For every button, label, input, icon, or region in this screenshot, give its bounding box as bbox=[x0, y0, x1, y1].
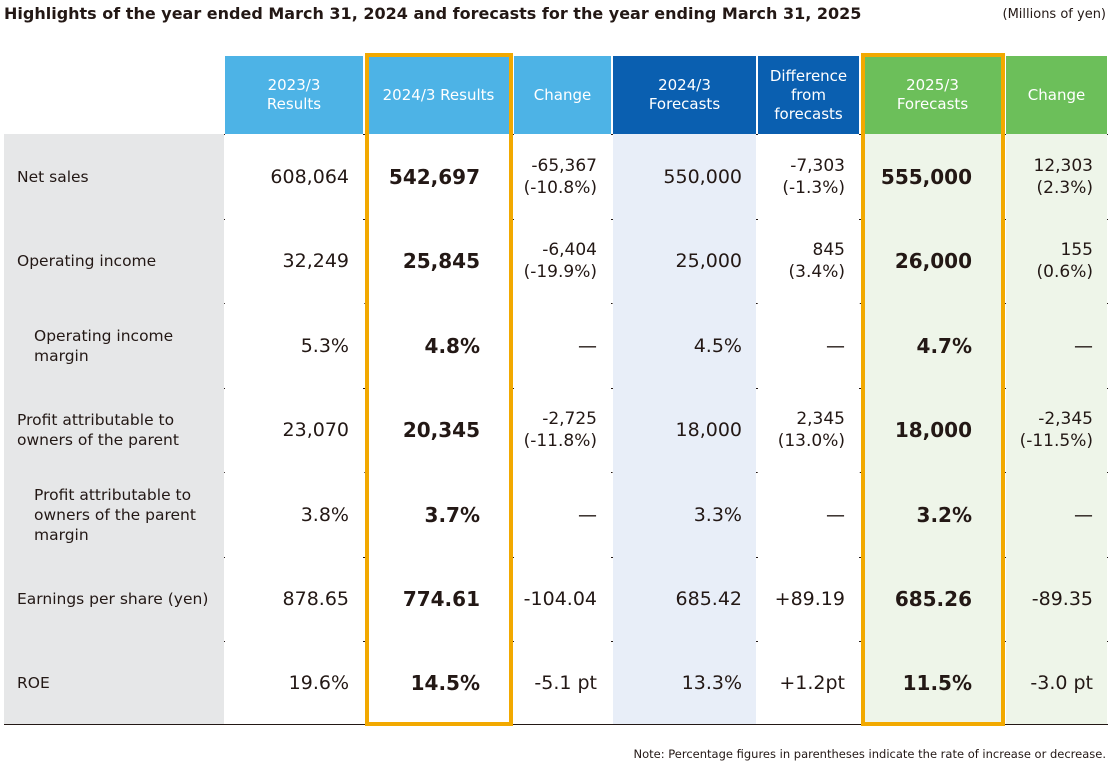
cell-profit-attributable-margin-2023-results: 3.8% bbox=[225, 472, 363, 557]
page-title: Highlights of the year ended March 31, 2… bbox=[4, 4, 862, 23]
cell-operating-income-2025-forecasts: 26,000 bbox=[861, 219, 1004, 303]
cell-profit-attributable-change-2025: -2,345 (-11.5%) bbox=[1006, 388, 1107, 472]
cell-operating-income-margin-2024-forecasts: 4.5% bbox=[613, 303, 756, 388]
column-header-2023-results: 2023/3 Results bbox=[225, 56, 363, 134]
cell-net-sales-difference-from-forecasts: -7,303 (-1.3%) bbox=[758, 134, 859, 219]
cell-operating-income-change-2024: -6,404 (-19.9%) bbox=[514, 219, 611, 303]
row-label-roe: ROE bbox=[4, 641, 224, 725]
cell-profit-attributable-margin-2024-results: 3.7% bbox=[365, 472, 512, 557]
row-label-operating-income: Operating income bbox=[4, 219, 224, 303]
cell-net-sales-2025-forecasts: 555,000 bbox=[861, 134, 1004, 219]
column-header-change-2025: Change bbox=[1006, 56, 1107, 134]
cell-profit-attributable-2024-forecasts: 18,000 bbox=[613, 388, 756, 472]
cell-operating-income-2023-results: 32,249 bbox=[225, 219, 363, 303]
cell-profit-attributable-margin-change-2025: — bbox=[1006, 472, 1107, 557]
row-label-profit-attributable: Profit attributable to owners of the par… bbox=[4, 388, 224, 472]
cell-operating-income-margin-change-2024: — bbox=[514, 303, 611, 388]
cell-net-sales-2023-results: 608,064 bbox=[225, 134, 363, 219]
cell-net-sales-change-2024: -65,367 (-10.8%) bbox=[514, 134, 611, 219]
cell-profit-attributable-margin-2025-forecasts: 3.2% bbox=[861, 472, 1004, 557]
cell-profit-attributable-change-2024: -2,725 (-11.8%) bbox=[514, 388, 611, 472]
cell-eps-2024-forecasts: 685.42 bbox=[613, 557, 756, 641]
row-label-eps: Earnings per share (yen) bbox=[4, 557, 224, 641]
cell-operating-income-margin-difference-from-forecasts: — bbox=[758, 303, 859, 388]
column-header-difference-from-forecasts: Difference from forecasts bbox=[758, 56, 859, 134]
cell-roe-2024-forecasts: 13.3% bbox=[613, 641, 756, 725]
cell-eps-difference-from-forecasts: +89.19 bbox=[758, 557, 859, 641]
cell-operating-income-margin-change-2025: — bbox=[1006, 303, 1107, 388]
cell-profit-attributable-difference-from-forecasts: 2,345 (13.0%) bbox=[758, 388, 859, 472]
cell-operating-income-margin-2025-forecasts: 4.7% bbox=[861, 303, 1004, 388]
cell-eps-change-2025: -89.35 bbox=[1006, 557, 1107, 641]
cell-operating-income-2024-forecasts: 25,000 bbox=[613, 219, 756, 303]
footnote: Note: Percentage figures in parentheses … bbox=[633, 747, 1106, 761]
cell-roe-2023-results: 19.6% bbox=[225, 641, 363, 725]
row-label-operating-income-margin: Operating income margin bbox=[4, 303, 224, 388]
cell-operating-income-2024-results: 25,845 bbox=[365, 219, 512, 303]
cell-roe-change-2024: -5.1 pt bbox=[514, 641, 611, 725]
cell-profit-attributable-margin-2024-forecasts: 3.3% bbox=[613, 472, 756, 557]
cell-profit-attributable-2025-forecasts: 18,000 bbox=[861, 388, 1004, 472]
cell-operating-income-difference-from-forecasts: 845 (3.4%) bbox=[758, 219, 859, 303]
column-header-2024-results: 2024/3 Results bbox=[365, 56, 512, 134]
cell-roe-2025-forecasts: 11.5% bbox=[861, 641, 1004, 725]
cell-profit-attributable-margin-change-2024: — bbox=[514, 472, 611, 557]
column-header-2025-forecasts: 2025/3 Forecasts bbox=[861, 56, 1004, 134]
cell-profit-attributable-margin-difference-from-forecasts: — bbox=[758, 472, 859, 557]
cell-operating-income-change-2025: 155 (0.6%) bbox=[1006, 219, 1107, 303]
cell-operating-income-margin-2024-results: 4.8% bbox=[365, 303, 512, 388]
row-label-profit-attributable-margin: Profit attributable to owners of the par… bbox=[4, 472, 224, 557]
cell-operating-income-margin-2023-results: 5.3% bbox=[225, 303, 363, 388]
cell-roe-2024-results: 14.5% bbox=[365, 641, 512, 725]
cell-roe-difference-from-forecasts: +1.2pt bbox=[758, 641, 859, 725]
cell-roe-change-2025: -3.0 pt bbox=[1006, 641, 1107, 725]
column-header-2024-forecasts: 2024/3 Forecasts bbox=[613, 56, 756, 134]
row-divider bbox=[4, 724, 1108, 725]
cell-net-sales-2024-results: 542,697 bbox=[365, 134, 512, 219]
cell-net-sales-change-2025: 12,303 (2.3%) bbox=[1006, 134, 1107, 219]
column-header-change-2024: Change bbox=[514, 56, 611, 134]
cell-eps-change-2024: -104.04 bbox=[514, 557, 611, 641]
cell-profit-attributable-2023-results: 23,070 bbox=[225, 388, 363, 472]
cell-eps-2023-results: 878.65 bbox=[225, 557, 363, 641]
cell-eps-2024-results: 774.61 bbox=[365, 557, 512, 641]
cell-eps-2025-forecasts: 685.26 bbox=[861, 557, 1004, 641]
unit-label: (Millions of yen) bbox=[1002, 7, 1107, 22]
cell-profit-attributable-2024-results: 20,345 bbox=[365, 388, 512, 472]
cell-net-sales-2024-forecasts: 550,000 bbox=[613, 134, 756, 219]
row-label-net-sales: Net sales bbox=[4, 134, 224, 219]
